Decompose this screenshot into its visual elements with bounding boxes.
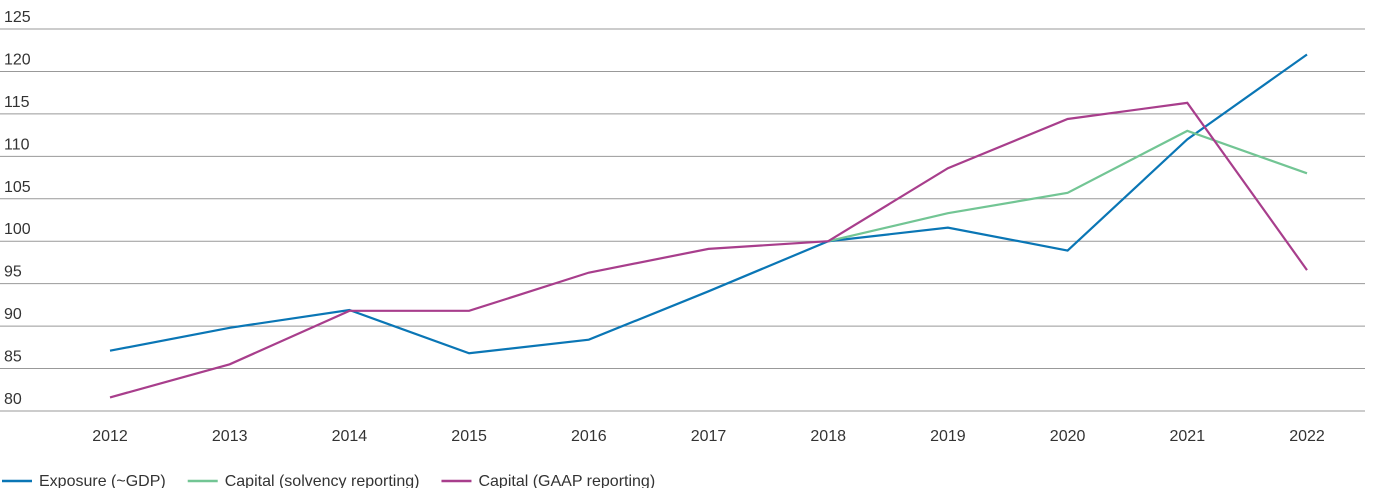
x-tick-label: 2018 bbox=[810, 428, 846, 445]
x-tick-label: 2016 bbox=[571, 428, 607, 445]
y-tick-label: 90 bbox=[4, 306, 22, 323]
y-tick-label: 95 bbox=[4, 264, 22, 281]
y-tick-label: 120 bbox=[4, 51, 31, 68]
x-tick-label: 2015 bbox=[451, 428, 487, 445]
x-tick-label: 2012 bbox=[92, 428, 128, 445]
x-tick-label: 2020 bbox=[1050, 428, 1086, 445]
y-tick-label: 105 bbox=[4, 179, 31, 196]
legend-label: Capital (solvency reporting) bbox=[225, 473, 420, 488]
series-line bbox=[109, 53, 1308, 355]
x-tick-label: 2014 bbox=[332, 428, 368, 445]
y-tick-label: 110 bbox=[4, 136, 30, 153]
y-tick-label: 80 bbox=[4, 391, 22, 408]
y-tick-label: 125 bbox=[4, 9, 31, 26]
series-line bbox=[827, 129, 1308, 243]
legend-label: Capital (GAAP reporting) bbox=[478, 473, 655, 488]
y-tick-label: 115 bbox=[4, 94, 30, 111]
x-tick-label: 2022 bbox=[1289, 428, 1325, 445]
series-line bbox=[109, 101, 1308, 399]
legend-label: Exposure (~GDP) bbox=[39, 473, 166, 488]
x-tick-label: 2013 bbox=[212, 428, 248, 445]
y-tick-label: 85 bbox=[4, 349, 22, 366]
y-tick-label: 100 bbox=[4, 221, 31, 238]
x-tick-label: 2021 bbox=[1170, 428, 1206, 445]
x-tick-label: 2017 bbox=[691, 428, 727, 445]
x-tick-label: 2019 bbox=[930, 428, 966, 445]
